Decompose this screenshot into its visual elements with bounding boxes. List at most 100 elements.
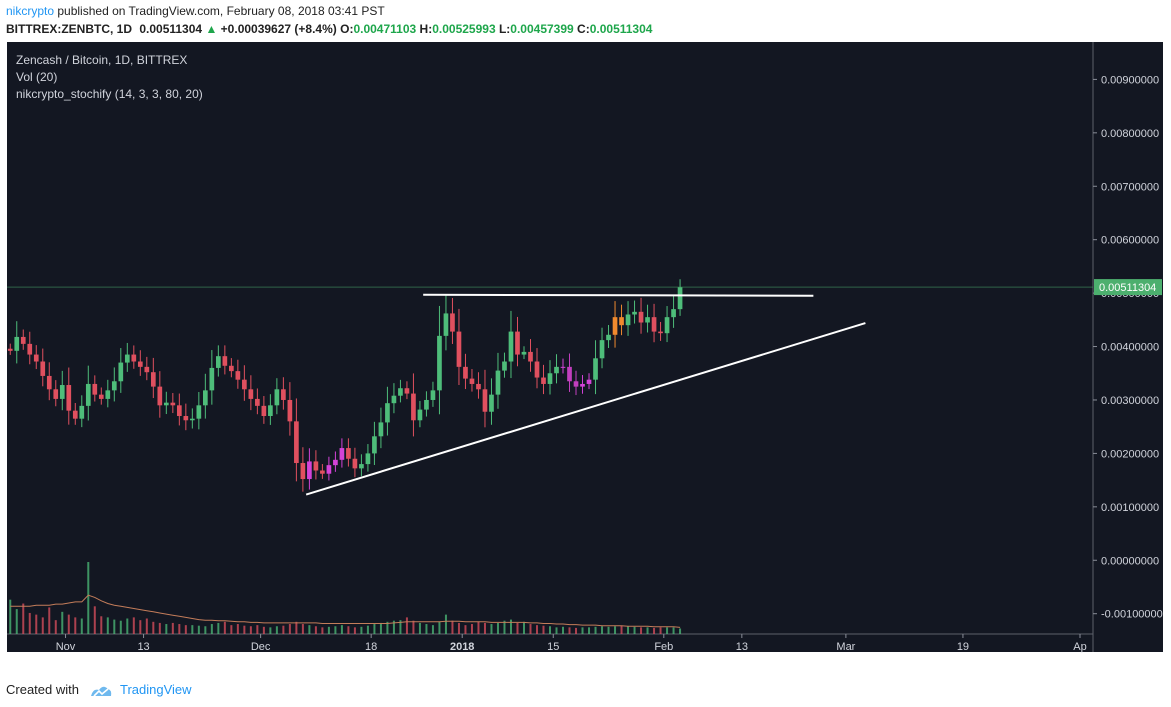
candle-body — [365, 453, 371, 465]
volume-bar — [61, 611, 64, 634]
volume-bar — [87, 562, 90, 634]
candle-body — [14, 336, 20, 351]
candle-body — [612, 317, 618, 335]
candle-body — [85, 383, 91, 406]
candle-body — [320, 470, 325, 474]
volume-bar — [666, 627, 669, 634]
candle-body — [170, 402, 176, 406]
price-axis-bg — [1093, 42, 1163, 652]
candle-body — [671, 309, 676, 318]
last-price: 0.00511304 — [139, 22, 203, 36]
chart-pane[interactable] — [7, 42, 1093, 652]
volume-bar — [438, 621, 441, 634]
volume-bar — [470, 624, 473, 634]
volume-bar — [503, 620, 506, 634]
volume-bar — [653, 627, 656, 634]
candle-body — [528, 351, 533, 362]
candle-body — [7, 348, 13, 351]
candle-body — [92, 383, 98, 395]
volume-bar — [392, 620, 395, 634]
candle-body — [183, 416, 189, 421]
candle-body — [150, 372, 156, 387]
volume-bar — [80, 618, 83, 634]
volume-bar — [230, 625, 233, 634]
price-tick-label: 0.00100000 — [1101, 502, 1159, 514]
candle-body — [508, 331, 514, 362]
candle-body — [411, 393, 416, 421]
candle-body — [476, 383, 481, 390]
price-change: +0.00039627 (+8.4%) — [220, 22, 337, 36]
author-link[interactable]: nikcrypto — [6, 4, 55, 18]
volume-bar — [210, 624, 213, 634]
candle-body — [59, 385, 65, 399]
volume-bar — [542, 625, 545, 634]
time-tick-label: Mar — [836, 641, 855, 653]
volume-bar — [522, 621, 525, 634]
volume-bar — [145, 618, 148, 634]
time-tick-label: 13 — [137, 641, 149, 653]
volume-bar — [256, 625, 259, 634]
tradingview-link[interactable]: TradingView — [120, 682, 192, 697]
open-value: 0.00471103 — [353, 22, 417, 36]
candle-body — [430, 390, 436, 400]
volume-bar — [418, 622, 421, 634]
volume-bar — [594, 626, 597, 634]
candle-body — [443, 313, 449, 336]
volume-bar — [178, 624, 181, 634]
candle-body — [495, 370, 501, 395]
volume-bar — [457, 622, 460, 634]
volume-bar — [672, 627, 675, 634]
volume-bar — [236, 624, 239, 634]
candle-body — [339, 448, 345, 460]
candle-body — [313, 461, 319, 471]
candle-body — [645, 317, 650, 323]
volume-bar — [132, 617, 135, 634]
candle-body — [209, 367, 215, 391]
volume-bar — [627, 626, 630, 634]
candle-body — [404, 388, 410, 394]
candle-body — [450, 313, 455, 332]
volume-bar — [28, 612, 31, 634]
volume-bar — [353, 627, 356, 634]
volume-bar — [640, 627, 643, 634]
candle-body — [424, 399, 429, 410]
candle-body — [118, 362, 124, 382]
volume-bar — [412, 620, 415, 634]
volume-bar — [15, 609, 18, 634]
volume-bar — [282, 625, 285, 634]
price-tick-label: 0.00700000 — [1101, 181, 1159, 193]
volume-bar — [575, 627, 578, 634]
candle-body — [482, 389, 488, 412]
volume-bar — [588, 627, 591, 634]
candle-body — [573, 381, 579, 387]
candle-body — [632, 311, 637, 315]
candle-body — [534, 361, 540, 378]
volume-bar — [113, 619, 116, 634]
candle-body — [333, 459, 338, 466]
candle-body — [456, 331, 462, 367]
candle-body — [300, 463, 306, 480]
volume-bar — [679, 628, 682, 634]
candle-body — [124, 354, 130, 363]
volume-bar — [360, 626, 363, 634]
volume-bar — [659, 627, 662, 634]
low-label: L: — [498, 22, 511, 36]
footer: Created with TradingView — [6, 682, 192, 698]
volume-bar — [425, 624, 428, 634]
candle-body — [417, 409, 423, 421]
candle-body — [176, 405, 182, 417]
volume-bar — [535, 625, 538, 634]
volume-bar — [275, 626, 278, 634]
price-chart[interactable]: 0.00900000 0.00800000 0.00700000 0.00600000… — [7, 42, 1163, 672]
volume-bar — [223, 621, 226, 634]
candle-body — [398, 388, 403, 396]
candle-body — [391, 395, 397, 404]
legend-title: Zencash / Bitcoin, 1D, BITTREX — [16, 53, 188, 67]
published-text: published on TradingView.com, February 0… — [54, 4, 385, 18]
volume-bar — [607, 626, 610, 634]
candle-body — [281, 389, 286, 400]
volume-bar — [562, 626, 565, 634]
volume-bar — [633, 626, 636, 634]
close-label: C: — [577, 22, 590, 36]
candle-body — [352, 458, 358, 469]
